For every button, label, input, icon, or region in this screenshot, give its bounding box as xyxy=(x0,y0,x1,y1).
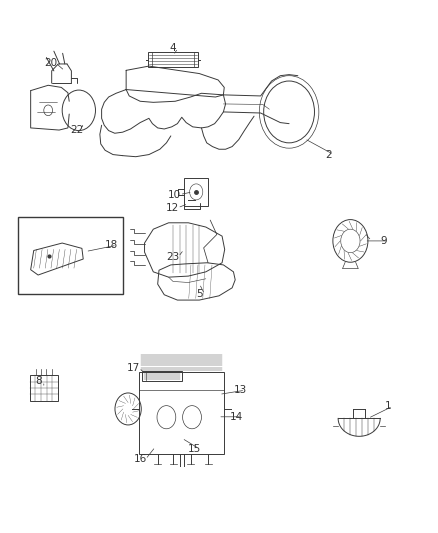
Text: 20: 20 xyxy=(44,58,57,68)
Text: 12: 12 xyxy=(166,203,179,213)
Text: 17: 17 xyxy=(127,363,140,373)
Text: 15: 15 xyxy=(187,444,201,454)
Text: 23: 23 xyxy=(166,252,180,262)
Bar xyxy=(148,52,198,67)
Bar xyxy=(184,178,208,206)
Text: 8: 8 xyxy=(35,376,42,386)
Text: 16: 16 xyxy=(134,455,147,464)
Text: 9: 9 xyxy=(380,236,387,246)
Text: 14: 14 xyxy=(230,412,243,422)
Bar xyxy=(142,371,182,381)
Text: 1: 1 xyxy=(384,401,391,411)
Bar xyxy=(18,217,123,294)
Bar xyxy=(30,375,58,401)
Bar xyxy=(139,372,224,454)
Text: 18: 18 xyxy=(105,240,118,250)
Text: 2: 2 xyxy=(325,150,332,159)
Text: 5: 5 xyxy=(196,289,203,299)
Text: 13: 13 xyxy=(233,385,247,395)
Text: 22: 22 xyxy=(70,125,83,134)
Text: 4: 4 xyxy=(170,43,177,53)
Text: 10: 10 xyxy=(168,190,181,199)
